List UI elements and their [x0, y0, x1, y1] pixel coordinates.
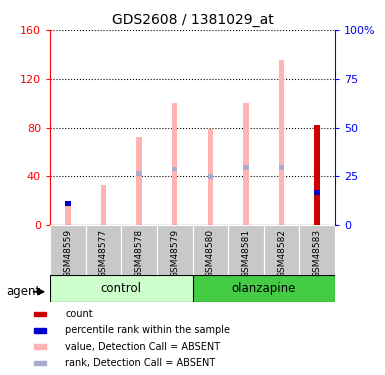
FancyBboxPatch shape: [300, 225, 335, 276]
Text: GSM48583: GSM48583: [313, 229, 321, 278]
FancyBboxPatch shape: [228, 225, 264, 276]
Text: value, Detection Call = ABSENT: value, Detection Call = ABSENT: [65, 342, 221, 352]
Bar: [65, 201, 70, 225]
Text: GSM48582: GSM48582: [277, 229, 286, 278]
FancyBboxPatch shape: [85, 225, 121, 276]
Bar: [279, 60, 284, 225]
Text: GSM48580: GSM48580: [206, 229, 215, 278]
Text: agent: agent: [6, 285, 40, 298]
Bar: [136, 137, 142, 225]
Bar: [243, 103, 249, 225]
Text: GSM48581: GSM48581: [241, 229, 250, 278]
FancyBboxPatch shape: [192, 225, 228, 276]
Bar: [136, 171, 142, 176]
FancyBboxPatch shape: [264, 225, 300, 276]
Bar: [208, 129, 213, 225]
Text: count: count: [65, 309, 93, 319]
FancyBboxPatch shape: [192, 275, 335, 302]
FancyBboxPatch shape: [157, 225, 192, 276]
Text: rank, Detection Call = ABSENT: rank, Detection Call = ABSENT: [65, 358, 216, 368]
Bar: [315, 190, 320, 195]
Bar: [34, 312, 46, 316]
Text: olanzapine: olanzapine: [231, 282, 296, 295]
Bar: [208, 174, 213, 179]
Bar: [315, 125, 320, 225]
Text: GSM48577: GSM48577: [99, 229, 108, 278]
Text: GSM48578: GSM48578: [135, 229, 144, 278]
Text: control: control: [101, 282, 142, 295]
Text: GDS2608 / 1381029_at: GDS2608 / 1381029_at: [112, 13, 273, 27]
Bar: [34, 361, 46, 365]
Text: percentile rank within the sample: percentile rank within the sample: [65, 325, 231, 335]
FancyBboxPatch shape: [50, 225, 85, 276]
Bar: [172, 166, 177, 171]
FancyBboxPatch shape: [121, 225, 157, 276]
Text: GSM48559: GSM48559: [64, 229, 72, 278]
Bar: [101, 185, 106, 225]
Bar: [172, 103, 177, 225]
Bar: [243, 165, 249, 170]
Bar: [34, 328, 46, 333]
Bar: [34, 344, 46, 349]
Bar: [279, 165, 284, 170]
Bar: [65, 201, 70, 206]
FancyBboxPatch shape: [50, 275, 192, 302]
Text: GSM48579: GSM48579: [170, 229, 179, 278]
